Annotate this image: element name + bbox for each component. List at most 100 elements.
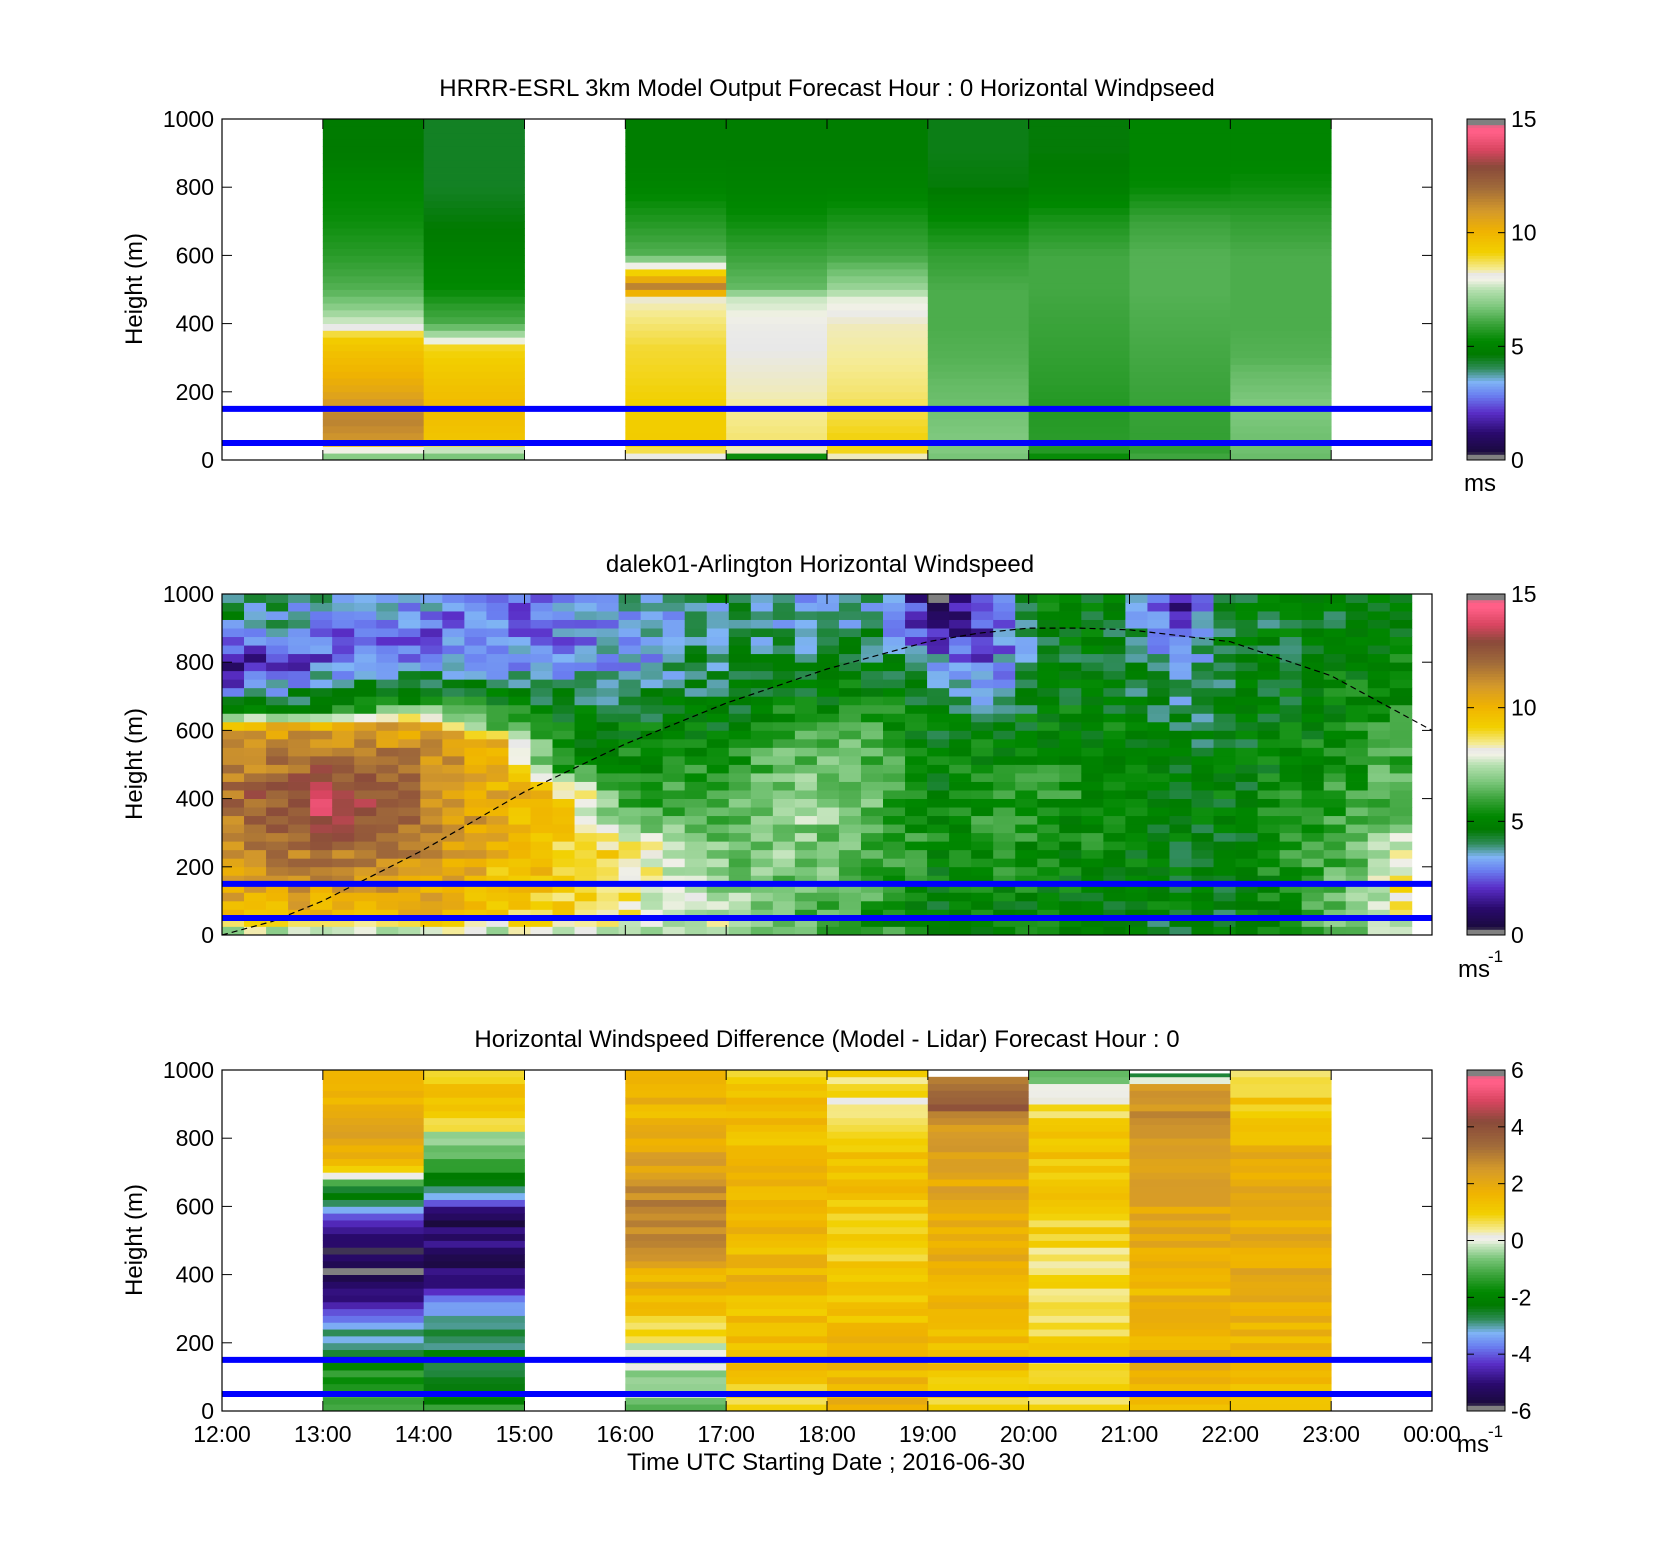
- colorbar-segment: [1467, 127, 1505, 131]
- colorbar-segment: [1467, 764, 1505, 768]
- heatmap-cell: [794, 832, 818, 842]
- colorbar-segment: [1467, 1300, 1505, 1304]
- heatmap-cell: [750, 679, 774, 689]
- heatmap-cell: [827, 1315, 929, 1323]
- heatmap-cell: [726, 207, 828, 215]
- heatmap-cell: [625, 1260, 727, 1269]
- heatmap-cell: [574, 764, 597, 774]
- heatmap-cell: [1230, 1335, 1332, 1344]
- heatmap-cell: [1015, 687, 1038, 697]
- heatmap-cell: [1028, 432, 1130, 440]
- heatmap-cell: [1389, 900, 1413, 910]
- heatmap-cell: [949, 755, 972, 765]
- heatmap-cell: [423, 166, 525, 174]
- heatmap-cell: [905, 704, 928, 714]
- heatmap-cell: [816, 849, 840, 859]
- colorbar-segment: [1467, 1280, 1505, 1284]
- heatmap-cell: [1125, 628, 1148, 638]
- heatmap-cell: [827, 309, 929, 318]
- heatmap-cell: [1301, 636, 1325, 646]
- heatmap-cell: [1230, 1220, 1332, 1228]
- heatmap-cell: [423, 371, 525, 379]
- heatmap-cell: [728, 687, 752, 697]
- heatmap-cell: [726, 384, 828, 393]
- heatmap-cell: [726, 1254, 828, 1262]
- x-tick-label: 23:00: [1302, 1421, 1360, 1447]
- heatmap-cell: [552, 755, 575, 765]
- heatmap-cell: [927, 159, 1030, 168]
- heatmap-cell: [1103, 721, 1126, 731]
- heatmap-cell: [442, 892, 465, 902]
- y-tick-label: 600: [176, 717, 214, 743]
- heatmap-cell: [244, 841, 267, 851]
- heatmap-cell: [332, 704, 355, 714]
- heatmap-cell: [949, 611, 972, 620]
- heatmap-cell: [1028, 221, 1130, 229]
- heatmap-cell: [1345, 807, 1369, 817]
- heatmap-cell: [728, 892, 752, 902]
- heatmap-cell: [684, 602, 708, 612]
- heatmap-cell: [1235, 849, 1258, 859]
- heatmap-cell: [927, 323, 1030, 331]
- heatmap-cell: [1257, 755, 1281, 765]
- heatmap-cell: [662, 917, 686, 927]
- heatmap-cell: [442, 662, 465, 672]
- heatmap-cell: [1169, 926, 1192, 936]
- heatmap-cell: [927, 687, 950, 697]
- heatmap-cell: [625, 1342, 727, 1351]
- heatmap-cell: [1059, 738, 1082, 748]
- heatmap-cell: [574, 611, 597, 620]
- heatmap-cell: [618, 917, 642, 927]
- heatmap-cell: [1345, 679, 1369, 689]
- heatmap-cell: [1323, 807, 1347, 817]
- heatmap-cell: [684, 773, 708, 782]
- heatmap-cell: [354, 653, 377, 663]
- heatmap-cell: [1081, 636, 1104, 646]
- heatmap-cell: [883, 602, 906, 612]
- heatmap-cell: [1125, 619, 1148, 629]
- heatmap-cell: [1213, 679, 1236, 689]
- heatmap-cell: [1059, 807, 1082, 817]
- heatmap-cell: [322, 303, 425, 311]
- colorbar-segment: [1467, 596, 1505, 601]
- heatmap-cell: [423, 1090, 525, 1098]
- heatmap-cell: [1037, 645, 1060, 655]
- heatmap-cell: [332, 755, 355, 765]
- heatmap-cell: [310, 721, 333, 731]
- heatmap-cell: [726, 1206, 828, 1214]
- heatmap-cell: [508, 704, 531, 714]
- heatmap-cell: [1230, 1185, 1332, 1194]
- heatmap-cell: [530, 687, 553, 697]
- heatmap-cell: [1028, 1158, 1130, 1166]
- heatmap-cell: [726, 1083, 828, 1091]
- heatmap-cell: [816, 832, 840, 842]
- heatmap-cell: [827, 1192, 929, 1200]
- heatmap-cell: [1323, 628, 1347, 638]
- heatmap-cell: [927, 398, 1030, 406]
- heatmap-cell: [376, 832, 399, 842]
- heatmap-cell: [1028, 303, 1130, 311]
- heatmap-cell: [1028, 187, 1130, 195]
- heatmap-cell: [552, 611, 575, 620]
- heatmap-cell: [684, 892, 708, 902]
- heatmap-cell: [1129, 1199, 1231, 1207]
- heatmap-cell: [464, 628, 487, 638]
- heatmap-cell: [1103, 594, 1126, 603]
- heatmap-cell: [772, 653, 796, 663]
- heatmap-cell: [1125, 926, 1148, 936]
- heatmap-cell: [1147, 696, 1170, 706]
- heatmap-cell: [1389, 628, 1413, 638]
- heatmap-cell: [1323, 849, 1347, 859]
- heatmap-cell: [750, 926, 774, 936]
- heatmap-cell: [322, 269, 425, 277]
- heatmap-cell: [1037, 773, 1060, 782]
- heatmap-cell: [838, 764, 862, 774]
- heatmap-cell: [927, 1383, 1030, 1391]
- heatmap-cell: [1191, 730, 1214, 740]
- heatmap-cell: [1103, 645, 1126, 655]
- heatmap-cell: [1389, 773, 1413, 782]
- heatmap-cell: [684, 755, 708, 765]
- heatmap-cell: [949, 858, 972, 868]
- heatmap-cell: [376, 738, 399, 748]
- heatmap-cell: [662, 900, 686, 910]
